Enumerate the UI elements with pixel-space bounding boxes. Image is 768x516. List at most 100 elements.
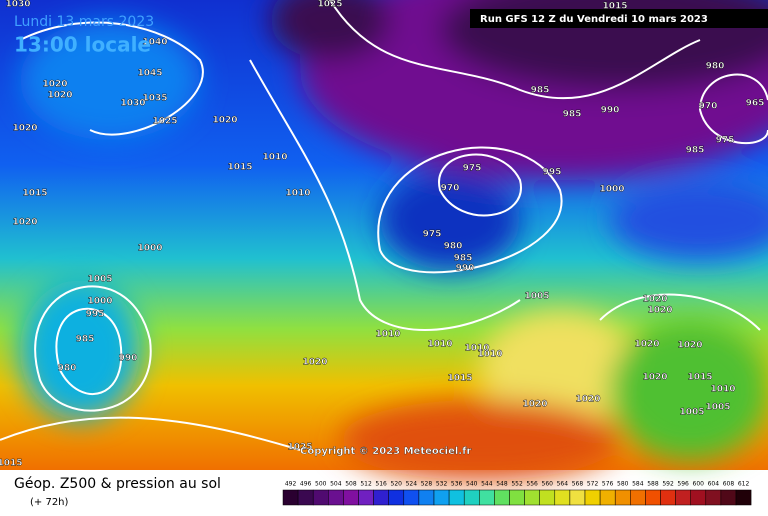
isobar-label: 1010	[285, 189, 310, 199]
isobar-label: 980	[706, 62, 725, 72]
legend-label: 592	[662, 481, 674, 488]
isobar-label: 990	[456, 264, 475, 274]
isobar-label: 1000	[137, 244, 162, 254]
isobar-labels: 1030104010451035103010251020102010201020…	[0, 0, 765, 469]
legend-swatch	[614, 489, 631, 506]
isobar-label: 1010	[710, 385, 735, 395]
isobar-label: 1030	[120, 99, 145, 109]
isobar-label: 1005	[705, 403, 730, 413]
isobar-label: 1020	[12, 218, 37, 228]
isobar-label: 995	[86, 310, 105, 320]
forecast-date: Lundi 13 mars 2023	[14, 14, 154, 30]
isobar-label: 1015	[447, 374, 472, 384]
isobar-label: 1015	[22, 189, 47, 199]
legend-swatch	[675, 489, 691, 506]
legend-label: 528	[421, 481, 433, 488]
isobar-label: 1020	[642, 295, 667, 305]
legend-label: 536	[451, 481, 463, 488]
legend-swatch	[735, 489, 752, 506]
legend-swatch	[403, 489, 420, 506]
copyright: Copyright © 2023 Meteociel.fr	[300, 446, 471, 457]
legend-label: 556	[526, 481, 538, 488]
forecast-time: 13:00 locale	[14, 33, 151, 57]
legend-swatch	[463, 489, 480, 506]
isobar-label: 1025	[287, 443, 312, 453]
isobar-label: 985	[454, 254, 473, 264]
legend-swatch	[720, 489, 737, 506]
legend-swatch	[539, 489, 556, 506]
isobar-label: 1025	[152, 117, 177, 127]
isobar-label: 980	[444, 242, 463, 252]
legend-label: 532	[436, 481, 448, 488]
legend-label: 516	[375, 481, 387, 488]
legend-label: 560	[542, 481, 554, 488]
isobar-label: 1010	[262, 153, 287, 163]
legend-label: 492	[285, 481, 297, 488]
legend-swatch	[282, 489, 299, 506]
isobar-label: 990	[601, 106, 620, 116]
isobar-label: 985	[686, 146, 705, 156]
isobar-label: 980	[58, 364, 77, 374]
isobar-label: 1020	[634, 340, 659, 350]
legend-label: 604	[708, 481, 720, 488]
legend-swatch	[524, 489, 540, 506]
legend-swatch	[479, 489, 495, 506]
map-title: Géop. Z500 & pression au sol	[14, 476, 221, 492]
legend-swatch	[328, 489, 344, 506]
isobar-label: 1005	[524, 292, 549, 302]
isobar-label: 1020	[677, 341, 702, 351]
legend-label: 552	[511, 481, 523, 488]
legend-label: 612	[738, 481, 750, 488]
isobar-label: 1015	[0, 459, 23, 469]
legend-label: 524	[406, 481, 418, 488]
isobars	[0, 0, 768, 450]
legend-label: 544	[481, 481, 493, 488]
isobar-label: 970	[441, 184, 460, 194]
isobar-label: 1010	[477, 350, 502, 360]
run-box	[470, 9, 768, 28]
isobar-label: 995	[543, 168, 562, 178]
isobar-label: 1000	[599, 185, 624, 195]
legend-label: 500	[315, 481, 327, 488]
isobar-label: 975	[463, 164, 482, 174]
legend-swatch	[448, 489, 465, 506]
legend-label: 588	[647, 481, 659, 488]
legend-swatch	[705, 489, 722, 506]
legend-label: 572	[587, 481, 599, 488]
legend-swatch	[584, 489, 601, 506]
isobar-label: 1040	[142, 38, 167, 48]
isobar-label: 1005	[679, 408, 704, 418]
legend-swatch	[645, 489, 661, 506]
isobar-label: 1045	[137, 69, 162, 79]
legend-label: 576	[602, 481, 614, 488]
isobar-label: 1020	[575, 395, 600, 405]
legend-label: 540	[466, 481, 478, 488]
isobar-label: 1015	[687, 373, 712, 383]
isobar-label: 965	[746, 99, 765, 109]
legend-label: 568	[572, 481, 584, 488]
legend-label: 600	[693, 481, 705, 488]
legend-label: 564	[557, 481, 569, 488]
isobar-label: 1010	[427, 340, 452, 350]
isobar-label: 1020	[302, 358, 327, 368]
legend-swatch	[690, 489, 707, 506]
isobar-label: 1020	[12, 124, 37, 134]
isobar-label: 1020	[47, 91, 72, 101]
isobar-label: 985	[76, 335, 95, 345]
isobar-label: 1000	[87, 297, 112, 307]
legend-label: 496	[300, 481, 312, 488]
isobar-label: 1020	[212, 116, 237, 126]
legend-label: 504	[330, 481, 342, 488]
isobar-label: 975	[716, 136, 735, 146]
isobar-label: 970	[699, 102, 718, 112]
legend-swatch	[433, 489, 450, 506]
legend-swatch	[343, 489, 359, 506]
map-background	[0, 0, 768, 480]
isobar-label: 1025	[317, 0, 342, 10]
forecast-lead: (+ 72h)	[30, 497, 69, 508]
legend-label: 508	[345, 481, 357, 488]
legend-label: 512	[360, 481, 372, 488]
isobar-label: 975	[423, 230, 442, 240]
legend-swatch	[509, 489, 525, 506]
